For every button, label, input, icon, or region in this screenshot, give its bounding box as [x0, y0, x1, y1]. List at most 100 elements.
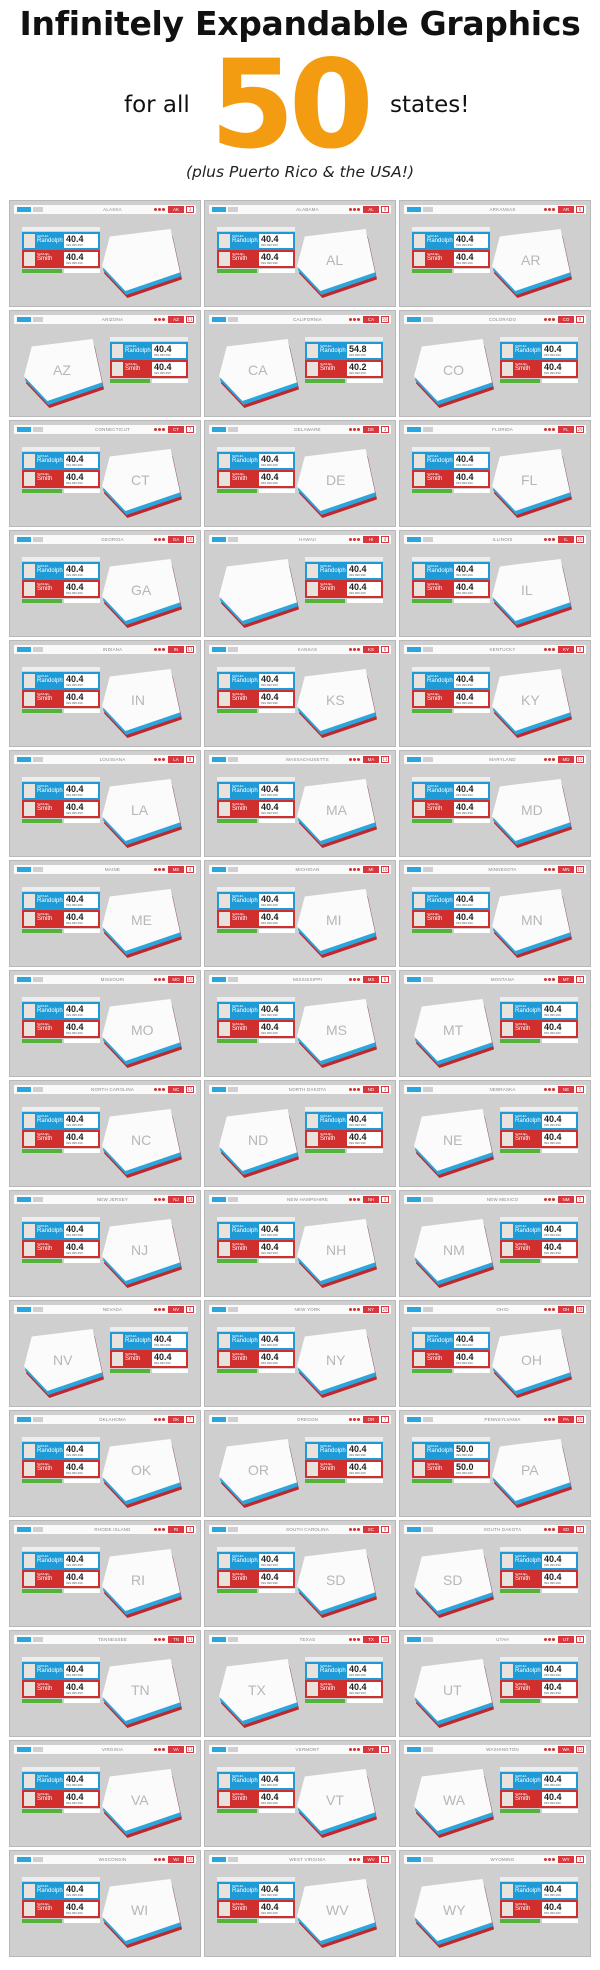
- indicator-dot-icon: [353, 648, 356, 651]
- percent-value: 40.4 999,999,999: [64, 1664, 98, 1678]
- results-panel: SOPHIA Randolph 40.4 999,999,999 SAMUEL Smith…: [217, 1547, 295, 1602]
- indicator-dot-icon: [162, 1748, 165, 1751]
- percent-value: 40.4 999,999,999: [64, 1114, 98, 1128]
- indicator-dot-icon: [548, 1858, 551, 1861]
- percent-value: 40.4 999,999,999: [454, 692, 488, 706]
- indicator-dot-icon: [154, 428, 157, 431]
- top-bar: INDIANA IN 11: [14, 645, 196, 654]
- results-panel: SOPHIA Randolph 40.4 999,999,999 SAMUEL Smith…: [500, 1547, 578, 1602]
- indicator-dots: [544, 1418, 555, 1421]
- indicator-dot-icon: [544, 648, 547, 651]
- reporting-bar: [412, 929, 452, 933]
- reporting-bar: [305, 1149, 345, 1153]
- brand-wordmark: [228, 757, 238, 762]
- results-title: [22, 557, 100, 561]
- results-panel: SOPHIA Randolph 54.8 999,999,999 SAMUEL Smith…: [305, 337, 383, 392]
- electoral-votes: 3: [381, 1746, 389, 1753]
- percent-value: 40.4 999,999,999: [454, 454, 488, 468]
- vote-count: 999,999,999: [261, 1801, 278, 1805]
- candidate-row: SOPHIA Randolph 40.4 999,999,999: [217, 1882, 295, 1900]
- candidate-row: SOPHIA Randolph 40.4 999,999,999: [217, 782, 295, 800]
- vote-count: 999,999,999: [544, 1911, 561, 1915]
- results-panel: SOPHIA Randolph 40.4 999,999,999 SAMUEL Smith…: [217, 1877, 295, 1932]
- brand-logo-icon: [407, 1307, 421, 1312]
- candidate-row: SAMUEL Smith 40.4 999,999,999: [412, 250, 490, 268]
- state-abbreviation: MO: [168, 976, 184, 983]
- indicator-dot-icon: [158, 1528, 161, 1531]
- brand-logo-icon: [17, 1307, 31, 1312]
- candidate-name: SOPHIA Randolph: [232, 1774, 258, 1784]
- results-panel: SOPHIA Randolph 40.4 999,999,999 SAMUEL Smith…: [217, 777, 295, 832]
- vote-count: 999,999,999: [66, 1141, 83, 1145]
- electoral-votes: 10: [186, 976, 194, 983]
- indicator-dot-icon: [552, 428, 555, 431]
- results-title: [412, 557, 490, 561]
- candidate-first-name: SOPHIA: [37, 1444, 49, 1448]
- avatar: [24, 912, 35, 926]
- state-abbreviation: UT: [558, 1636, 574, 1643]
- avatar: [24, 234, 35, 248]
- vote-count: 999,999,999: [66, 1691, 83, 1695]
- brand-logo-icon: [212, 1197, 226, 1202]
- top-bar: MINNESOTA MN 10: [404, 865, 586, 874]
- top-bar: GEORGIA GA 16: [14, 535, 196, 544]
- indicator-dot-icon: [357, 1858, 360, 1861]
- candidate-row: SOPHIA Randolph 40.4 999,999,999: [500, 1772, 578, 1790]
- indicator-dot-icon: [552, 978, 555, 981]
- state-name: NORTH DAKOTA: [288, 1087, 327, 1092]
- top-bar: TEXAS TX 38: [209, 1635, 391, 1644]
- percent-value: 40.4 999,999,999: [64, 1792, 98, 1806]
- top-bar: NEW HAMPSHIRE NH 4: [209, 1195, 391, 1204]
- state-tile: ALASKA AK 3 SOPHIA Randolph 40.4 999,999,999 SA…: [9, 200, 201, 307]
- electoral-votes: 13: [186, 1746, 194, 1753]
- avatar: [24, 582, 35, 596]
- candidate-first-name: SAMUEL: [37, 692, 50, 696]
- state-label: CT: [131, 472, 150, 488]
- candidate-name: SOPHIA Randolph: [37, 564, 63, 574]
- electoral-votes: 29: [381, 1306, 389, 1313]
- reporting-bar: [217, 1369, 257, 1373]
- candidate-row: SAMUEL Smith 40.4 999,999,999: [217, 1350, 295, 1368]
- state-label: NY: [326, 1352, 346, 1368]
- state-tile: MARYLAND MD 10 MD SOPHIA Randolph 40.4 999,999,…: [399, 750, 591, 857]
- top-bar: RHODE ISLAND RI 4: [14, 1525, 196, 1534]
- top-bar: TENNESSEE TN 11: [14, 1635, 196, 1644]
- indicator-dots: [544, 208, 555, 211]
- vote-count: 999,999,999: [66, 261, 83, 265]
- state-name: WASHINGTON: [486, 1747, 519, 1752]
- percent-value: 40.4 999,999,999: [454, 582, 488, 596]
- candidate-row: SOPHIA Randolph 40.4 999,999,999: [22, 892, 100, 910]
- indicator-dots: [154, 1418, 165, 1421]
- percent-value: 40.4 999,999,999: [259, 692, 293, 706]
- electoral-votes: 3: [576, 1526, 584, 1533]
- brand-wordmark: [228, 867, 238, 872]
- brand-wordmark: [228, 1747, 238, 1752]
- reporting-bar: [500, 1589, 540, 1593]
- reporting-bar: [305, 379, 345, 383]
- brand-wordmark: [33, 1197, 43, 1202]
- reporting-bar: [305, 599, 345, 603]
- candidate-name: SAMUEL Smith: [37, 1902, 53, 1912]
- percent-value: 40.4 999,999,999: [347, 1114, 381, 1128]
- vote-count: 999,999,999: [66, 1911, 83, 1915]
- brand-wordmark: [423, 317, 433, 322]
- avatar: [219, 1242, 230, 1256]
- state-name: NEW HAMPSHIRE: [286, 1197, 329, 1202]
- state-tile: CONNECTICUT CT 7 CT SOPHIA Randolph 40.4 999,99…: [9, 420, 201, 527]
- electoral-votes: 55: [381, 316, 389, 323]
- reporting-bar: [500, 1259, 540, 1263]
- percent-value: 40.4 999,999,999: [542, 1792, 576, 1806]
- state-name: CALIFORNIA: [292, 317, 322, 322]
- avatar: [219, 1554, 230, 1568]
- results-title: [412, 447, 490, 451]
- results-panel: SOPHIA Randolph 40.4 999,999,999 SAMUEL Smith…: [22, 1437, 100, 1492]
- state-label: NJ: [131, 1242, 149, 1258]
- indicator-dot-icon: [349, 868, 352, 871]
- candidate-name: SOPHIA Randolph: [37, 1224, 63, 1234]
- reporting-bar-track: [454, 489, 490, 493]
- electoral-votes: 4: [381, 536, 389, 543]
- top-bar: CALIFORNIA CA 55: [209, 315, 391, 324]
- percent-value: 40.4 999,999,999: [542, 1902, 576, 1916]
- percent-value: 40.4 999,999,999: [347, 1682, 381, 1696]
- state-abbreviation: WI: [168, 1856, 184, 1863]
